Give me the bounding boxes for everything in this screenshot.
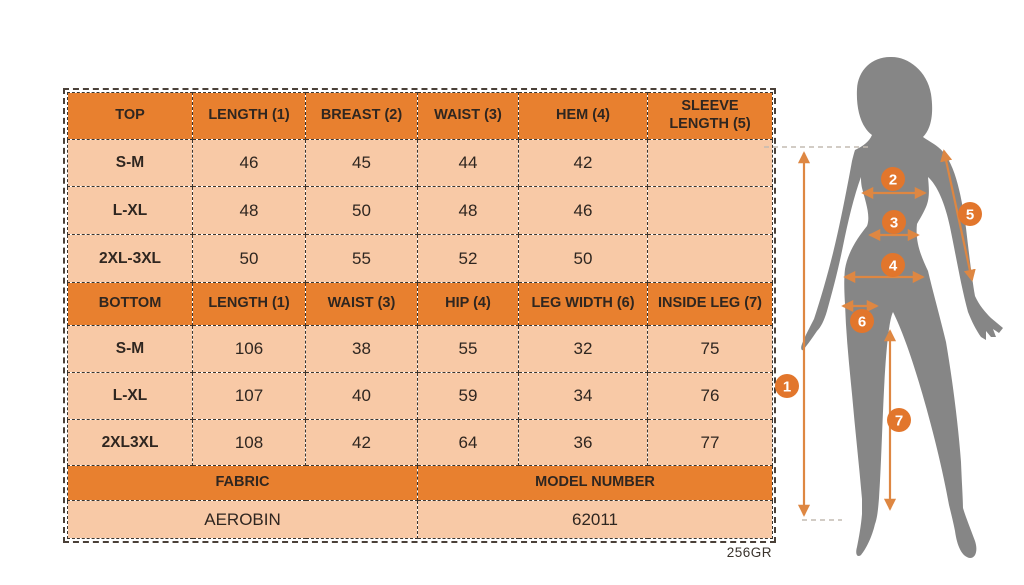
measure-badge-2: 2 — [881, 167, 905, 191]
value-cell — [647, 139, 773, 187]
size-label-cell: 2XL3XL — [67, 419, 193, 466]
value-cell: 59 — [417, 372, 519, 420]
value-cell: 50 — [192, 234, 306, 283]
svg-text:2: 2 — [889, 172, 897, 189]
column-header-cell: BOTTOM — [67, 282, 193, 326]
value-cell: 76 — [647, 372, 773, 420]
size-chart-table-wrap: TOP LENGTH (1) BREAST (2) WAIST (3) HEM (4) S… — [63, 88, 776, 543]
measure-badge-5: 5 — [958, 202, 982, 226]
column-header-cell: HEM (4) — [518, 92, 648, 140]
value-cell: 52 — [417, 234, 519, 283]
value-cell: 48 — [417, 186, 519, 235]
fabric-value-cell: AEROBIN — [67, 500, 418, 539]
size-label-cell: 2XL-3XL — [67, 234, 193, 283]
column-header-cell: LENGTH (1) — [192, 282, 306, 326]
value-cell: 64 — [417, 419, 519, 466]
column-header-cell: SLEEVE LENGTH (5) — [647, 92, 773, 140]
value-cell: 46 — [192, 139, 306, 187]
value-cell — [647, 186, 773, 235]
column-header-cell: WAIST (3) — [305, 282, 418, 326]
header-row: TOP LENGTH (1) BREAST (2) WAIST (3) HEM (4) S… — [67, 92, 773, 140]
column-header-cell: TOP — [67, 92, 193, 140]
info-value-row: AEROBIN 62011 — [67, 500, 773, 539]
size-row: L-XL 48 50 48 46 — [67, 186, 773, 235]
value-cell: 40 — [305, 372, 418, 420]
sleeve-arrow-5 — [940, 149, 976, 282]
value-cell: 34 — [518, 372, 648, 420]
svg-text:6: 6 — [858, 314, 866, 331]
value-cell: 36 — [518, 419, 648, 466]
value-cell: 32 — [518, 325, 648, 373]
measure-badge-4: 4 — [881, 253, 905, 277]
value-cell: 42 — [305, 419, 418, 466]
size-rows: TOP LENGTH (1) BREAST (2) WAIST (3) HEM (4) S… — [67, 92, 773, 466]
column-header-cell: WAIST (3) — [417, 92, 519, 140]
value-cell: 50 — [518, 234, 648, 283]
value-cell: 55 — [417, 325, 519, 373]
measure-badge-3: 3 — [882, 210, 906, 234]
size-row: L-XL 107 40 59 34 76 — [67, 372, 773, 420]
value-cell: 106 — [192, 325, 306, 373]
size-row: 2XL3XL 108 42 64 36 77 — [67, 419, 773, 466]
header-row: BOTTOM LENGTH (1) WAIST (3) HIP (4) LEG WIDT… — [67, 282, 773, 326]
column-header-cell: BREAST (2) — [305, 92, 418, 140]
value-cell: 77 — [647, 419, 773, 466]
info-section: FABRIC MODEL NUMBER AEROBIN 62011 — [67, 465, 773, 539]
size-label-cell: L-XL — [67, 372, 193, 420]
value-cell: 75 — [647, 325, 773, 373]
model-number-value-cell: 62011 — [417, 500, 773, 539]
fabric-header-cell: FABRIC — [67, 465, 418, 501]
measure-badge-1: 1 — [775, 374, 799, 398]
measure-badge-6: 6 — [850, 309, 874, 333]
column-header-cell: INSIDE LEG (7) — [647, 282, 773, 326]
value-cell — [647, 234, 773, 283]
female-silhouette-graphic — [801, 56, 1003, 558]
value-cell: 38 — [305, 325, 418, 373]
size-table: TOP LENGTH (1) BREAST (2) WAIST (3) HEM (4) S… — [67, 92, 773, 539]
value-cell: 55 — [305, 234, 418, 283]
info-header-row: FABRIC MODEL NUMBER — [67, 465, 773, 501]
value-cell: 50 — [305, 186, 418, 235]
size-row: 2XL-3XL 50 55 52 50 — [67, 234, 773, 283]
column-header-cell: LEG WIDTH (6) — [518, 282, 648, 326]
value-cell: 46 — [518, 186, 648, 235]
svg-text:4: 4 — [889, 258, 898, 275]
value-cell: 107 — [192, 372, 306, 420]
size-row: S-M 46 45 44 42 — [67, 139, 773, 187]
weight-footnote: 256GR — [726, 545, 772, 560]
measure-badge-7: 7 — [887, 408, 911, 432]
svg-text:3: 3 — [890, 215, 898, 232]
model-number-header-cell: MODEL NUMBER — [417, 465, 773, 501]
column-header-cell: HIP (4) — [417, 282, 519, 326]
value-cell: 45 — [305, 139, 418, 187]
value-cell: 48 — [192, 186, 306, 235]
svg-text:5: 5 — [966, 207, 974, 224]
svg-text:7: 7 — [895, 413, 903, 430]
measurement-figure: 1 2 3 4 5 6 7 — [764, 56, 1003, 558]
value-cell: 42 — [518, 139, 648, 187]
size-row: S-M 106 38 55 32 75 — [67, 325, 773, 373]
size-label-cell: L-XL — [67, 186, 193, 235]
value-cell: 44 — [417, 139, 519, 187]
size-label-cell: S-M — [67, 325, 193, 373]
column-header-cell: LENGTH (1) — [192, 92, 306, 140]
size-label-cell: S-M — [67, 139, 193, 187]
svg-text:1: 1 — [783, 379, 791, 396]
value-cell: 108 — [192, 419, 306, 466]
